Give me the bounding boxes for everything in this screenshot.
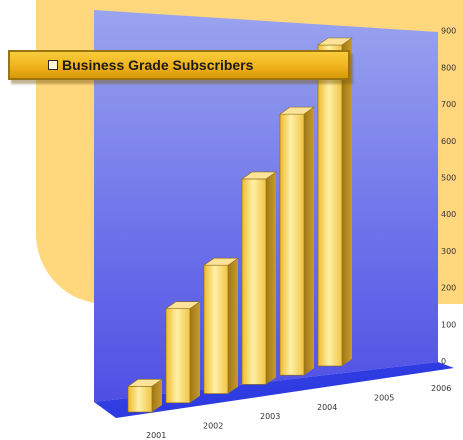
bar-top	[165, 301, 201, 309]
y-tick-label: 500	[441, 174, 456, 183]
x-tick-label: 2005	[374, 393, 394, 402]
bar-front	[279, 113, 305, 376]
bar-side	[228, 258, 238, 394]
x-axis-labels: 2001 2002 2003 2004 2005 2006	[146, 384, 451, 440]
bar-front	[127, 386, 153, 413]
bar-side	[304, 107, 314, 376]
bar-top	[279, 106, 315, 115]
bar-front	[203, 264, 229, 394]
bar	[241, 171, 277, 385]
bar-front	[165, 308, 191, 404]
bar-series	[127, 37, 353, 413]
x-tick-label: 2001	[146, 431, 166, 440]
y-tick-label: 800	[441, 63, 456, 72]
bar	[127, 379, 163, 413]
x-tick-label: 2003	[260, 412, 280, 421]
bar-top	[127, 379, 163, 387]
bar-side	[342, 38, 352, 366]
chart-floor	[94, 362, 454, 418]
y-tick-label: 300	[441, 247, 456, 256]
y-axis-ticks: 0 100 200 300 400 500 600 700 800 900	[441, 27, 456, 366]
bar-side	[190, 301, 200, 403]
bar	[317, 37, 353, 367]
x-tick-label: 2002	[203, 422, 223, 431]
bar	[279, 106, 315, 376]
x-tick-label: 2006	[431, 384, 451, 393]
y-tick-label: 100	[441, 320, 456, 329]
bar-front	[317, 44, 343, 367]
legend-swatch	[48, 60, 58, 70]
x-tick-label: 2004	[317, 403, 337, 412]
bar-top	[203, 257, 239, 266]
bar	[165, 301, 201, 404]
bar-front	[241, 178, 267, 385]
chart-legend: Business Grade Subscribers	[8, 50, 350, 80]
bar	[203, 257, 239, 394]
y-tick-label: 0	[441, 357, 446, 366]
y-tick-label: 200	[441, 284, 456, 293]
bar-top	[241, 171, 277, 180]
y-tick-label: 400	[441, 210, 456, 219]
bar-side	[152, 379, 162, 412]
y-tick-label: 900	[441, 27, 456, 36]
y-tick-label: 600	[441, 137, 456, 146]
legend-label: Business Grade Subscribers	[62, 57, 254, 73]
bar-side	[266, 171, 276, 385]
y-tick-label: 700	[441, 100, 456, 109]
bar-top	[317, 37, 353, 46]
